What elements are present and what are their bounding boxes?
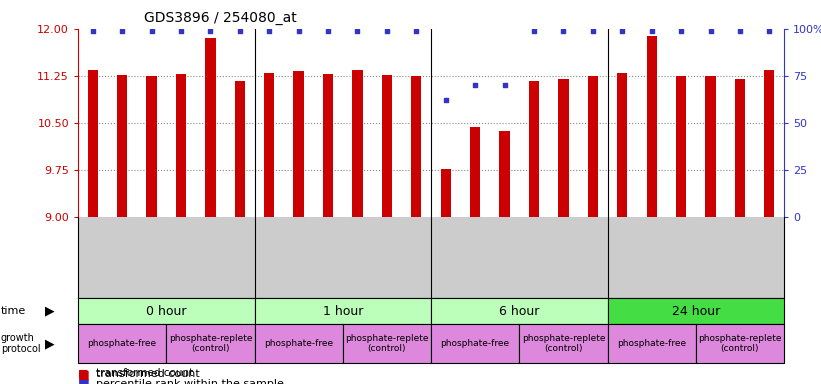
Bar — [608, 324, 696, 363]
Point — [469, 82, 482, 88]
Point — [586, 28, 599, 34]
Text: percentile rank within the sample: percentile rank within the sample — [96, 379, 284, 384]
Text: ▶: ▶ — [45, 305, 55, 318]
Bar — [176, 74, 186, 217]
Text: phosphate-replete
(control): phosphate-replete (control) — [698, 334, 782, 353]
Point — [116, 28, 129, 34]
Point — [145, 28, 158, 34]
Text: ■: ■ — [78, 368, 89, 378]
Bar — [441, 169, 451, 217]
Bar — [323, 74, 333, 217]
Bar — [470, 127, 480, 217]
Bar — [646, 36, 657, 217]
Bar — [676, 76, 686, 217]
Bar — [519, 324, 608, 363]
Bar — [608, 298, 784, 324]
Text: phosphate-free: phosphate-free — [441, 339, 510, 348]
Text: transformed count: transformed count — [96, 369, 200, 379]
Text: 24 hour: 24 hour — [672, 305, 720, 318]
Bar — [705, 76, 716, 217]
Point — [410, 28, 423, 34]
Point — [675, 28, 688, 34]
Text: ■: ■ — [78, 377, 89, 384]
Bar — [352, 70, 363, 217]
Text: ■: ■ — [78, 368, 89, 381]
Bar — [117, 74, 127, 217]
Text: phosphate-free: phosphate-free — [264, 339, 333, 348]
Bar — [529, 81, 539, 217]
Point — [439, 97, 452, 103]
Bar — [255, 324, 343, 363]
Bar — [166, 324, 255, 363]
Bar — [499, 131, 510, 217]
Bar — [146, 76, 157, 217]
Text: phosphate-free: phosphate-free — [88, 339, 157, 348]
Bar — [431, 298, 608, 324]
Point — [527, 28, 540, 34]
Point — [733, 28, 746, 34]
Bar — [78, 324, 166, 363]
Point — [263, 28, 276, 34]
Bar — [343, 324, 431, 363]
Bar — [588, 76, 598, 217]
Text: phosphate-free: phosphate-free — [617, 339, 686, 348]
Bar — [205, 38, 216, 217]
Text: transformed count: transformed count — [96, 368, 193, 378]
Bar — [558, 79, 569, 217]
Bar — [255, 298, 431, 324]
Point — [380, 28, 393, 34]
Bar — [264, 73, 274, 217]
Text: phosphate-replete
(control): phosphate-replete (control) — [168, 334, 252, 353]
Point — [498, 82, 511, 88]
Point — [704, 28, 717, 34]
Point — [557, 28, 570, 34]
Bar — [235, 81, 245, 217]
Text: time: time — [1, 306, 26, 316]
Text: GDS3896 / 254080_at: GDS3896 / 254080_at — [144, 11, 296, 25]
Point — [616, 28, 629, 34]
Point — [322, 28, 335, 34]
Text: 1 hour: 1 hour — [323, 305, 363, 318]
Point — [763, 28, 776, 34]
Bar — [617, 73, 627, 217]
Bar — [431, 324, 519, 363]
Bar — [78, 298, 255, 324]
Bar — [88, 70, 98, 217]
Text: 0 hour: 0 hour — [146, 305, 186, 318]
Text: 6 hour: 6 hour — [499, 305, 539, 318]
Point — [174, 28, 187, 34]
Point — [86, 28, 99, 34]
Text: ▶: ▶ — [45, 337, 55, 350]
Text: phosphate-replete
(control): phosphate-replete (control) — [521, 334, 605, 353]
Point — [292, 28, 305, 34]
Text: phosphate-replete
(control): phosphate-replete (control) — [345, 334, 429, 353]
Bar — [293, 71, 304, 217]
Point — [645, 28, 658, 34]
Bar — [695, 324, 784, 363]
Point — [204, 28, 217, 34]
Point — [233, 28, 246, 34]
Point — [351, 28, 364, 34]
Bar — [735, 79, 745, 217]
Text: growth
protocol: growth protocol — [1, 333, 40, 354]
Bar — [382, 74, 392, 217]
Bar — [764, 70, 774, 217]
Bar — [411, 76, 421, 217]
